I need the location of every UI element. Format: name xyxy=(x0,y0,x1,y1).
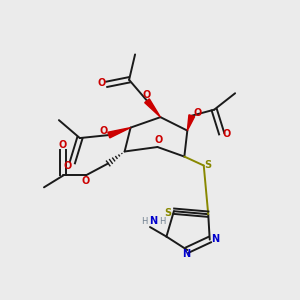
Polygon shape xyxy=(108,128,130,138)
Text: O: O xyxy=(154,135,163,146)
Text: O: O xyxy=(143,90,151,100)
Text: H: H xyxy=(141,217,148,226)
Text: O: O xyxy=(98,78,106,88)
Polygon shape xyxy=(187,115,195,130)
Text: S: S xyxy=(204,160,211,170)
Text: N: N xyxy=(149,216,157,226)
Text: O: O xyxy=(194,108,202,118)
Text: N: N xyxy=(211,234,219,244)
Text: O: O xyxy=(222,129,231,139)
Text: H: H xyxy=(159,217,165,226)
Text: O: O xyxy=(59,140,67,150)
Text: O: O xyxy=(100,126,108,136)
Text: N: N xyxy=(182,249,190,259)
Text: O: O xyxy=(64,160,72,170)
Text: O: O xyxy=(82,176,90,186)
Polygon shape xyxy=(145,99,160,117)
Text: S: S xyxy=(164,208,172,218)
